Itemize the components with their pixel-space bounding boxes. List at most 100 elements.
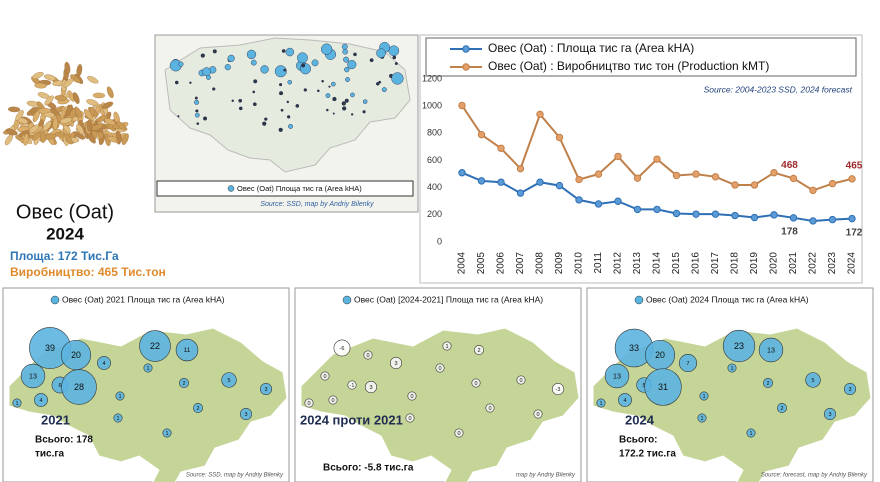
oat-grain	[83, 109, 93, 120]
oat-grain	[92, 92, 106, 99]
bubble-label: 1	[146, 366, 149, 372]
overview-dot	[345, 77, 350, 82]
point	[770, 211, 778, 219]
bubble-label: 1	[118, 394, 121, 400]
map-total: тис.га	[35, 449, 65, 460]
line-chart: 0 200 400 600 800 1000 1200 2004 2005 2006 2007 200…	[422, 41, 863, 274]
point	[809, 186, 817, 195]
overview-dot	[274, 65, 287, 78]
bubble	[347, 380, 357, 390]
map-total: 172.2 тис.га	[619, 449, 676, 460]
point	[575, 196, 583, 204]
oat-grain	[44, 95, 54, 106]
bubble	[474, 345, 484, 355]
bubble-label: 0	[488, 406, 491, 412]
overview-dot	[174, 80, 179, 85]
bubble-label: 0	[410, 394, 413, 400]
overview-dot	[362, 99, 368, 104]
point	[828, 179, 837, 188]
point	[692, 210, 700, 218]
y-tick-label: 0	[437, 236, 442, 246]
oat-grain	[15, 110, 24, 121]
map-year: 2021	[41, 412, 70, 427]
bubble	[435, 363, 445, 373]
oat-grain	[7, 106, 21, 113]
bubble-label: 4	[102, 361, 105, 367]
point	[692, 170, 700, 178]
overview-dot	[388, 45, 400, 57]
bubble	[516, 375, 526, 385]
overview-dot	[281, 49, 286, 53]
bubble-label: 1	[599, 401, 602, 407]
overview-dot	[286, 100, 290, 104]
x-tick-label: 2011	[593, 252, 604, 274]
bubble	[678, 353, 698, 373]
map-total: Всього: 178	[35, 435, 93, 446]
point	[711, 173, 720, 181]
bubble	[179, 378, 189, 388]
overview-legend-box	[156, 180, 414, 197]
overview-dot	[350, 113, 354, 116]
overview-dot	[347, 60, 357, 70]
bubble-label: 13	[767, 346, 775, 354]
overview-dot	[202, 67, 211, 77]
bubble-label: 0	[438, 366, 441, 372]
overview-dot	[194, 112, 200, 118]
overview-dot	[253, 79, 258, 84]
overview-dot	[212, 87, 216, 91]
point	[653, 155, 661, 163]
bubble	[763, 378, 773, 388]
overview-dot	[285, 47, 295, 57]
bubble-label: 3	[848, 387, 851, 393]
overview-dot	[341, 43, 348, 50]
oat-grain	[52, 117, 59, 131]
overview-dot	[260, 65, 269, 74]
crop-year: 2024	[46, 224, 84, 243]
map-source: Source: forecast, map by Andriy Bilenky	[761, 473, 868, 479]
bubble	[162, 428, 172, 438]
bubble	[328, 395, 338, 405]
overview-dot	[325, 93, 331, 98]
bubble	[34, 393, 48, 407]
bubble-label: 1	[702, 394, 705, 400]
bubble	[442, 341, 452, 351]
bubble-label: 3	[244, 412, 247, 418]
overview-dot	[381, 87, 387, 93]
bubble-label: 3	[394, 361, 397, 367]
bubble-label: -3	[556, 387, 561, 393]
point	[731, 181, 739, 189]
map-source: map by Andriy Bilenky	[516, 473, 576, 479]
bubble	[320, 371, 330, 381]
oat-grain	[38, 107, 51, 114]
point	[789, 174, 798, 183]
bubble-label: 0	[331, 398, 334, 404]
overview-dot	[194, 99, 200, 105]
oat-grain	[44, 74, 57, 81]
x-tick-label: 2024	[847, 252, 858, 275]
bubble	[618, 393, 632, 407]
point	[828, 215, 837, 224]
overview-dot	[341, 101, 346, 106]
point	[750, 181, 759, 189]
point	[536, 178, 544, 186]
x-tick-label: 2016	[691, 252, 702, 275]
x-tick-label: 2022	[808, 252, 819, 275]
bubble	[471, 378, 481, 388]
map-source: Source: SSD, map by Andriy Bilenky	[186, 473, 284, 479]
overview-dot	[264, 117, 268, 121]
bubble	[389, 356, 403, 370]
bubble	[239, 407, 253, 421]
map-year: 2024 проти 2021	[300, 412, 403, 427]
bubble	[97, 356, 111, 370]
oat-image	[3, 61, 129, 147]
point	[594, 200, 603, 208]
overview-dot	[342, 48, 348, 55]
oat-grain	[86, 99, 99, 106]
bubble	[843, 382, 857, 396]
x-tick-label: 2021	[788, 252, 799, 275]
point	[672, 171, 681, 180]
bubble	[364, 380, 378, 394]
bubble-label: 3	[369, 385, 372, 391]
overview-legend-marker	[227, 185, 235, 192]
bubble	[61, 369, 97, 405]
